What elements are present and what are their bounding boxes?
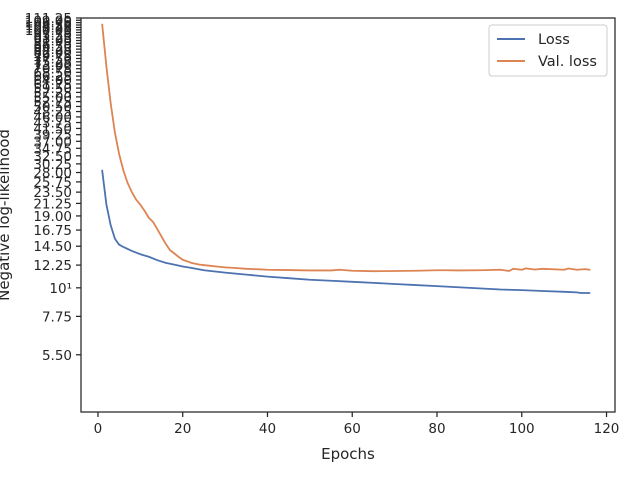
y-tick-label: 79.75: [33, 48, 72, 64]
y-tick-label: 16.75: [33, 223, 72, 239]
y-tick-label: 41.50: [33, 121, 72, 137]
y-tick-label: 7.75: [42, 309, 72, 325]
y-tick-label: 21.25: [33, 196, 72, 212]
x-tick-label: 80: [428, 421, 445, 437]
y-tick-label: 25.75: [33, 175, 72, 191]
y-tick-label: 23.50: [33, 185, 72, 201]
x-tick-label: 0: [94, 421, 103, 437]
legend: Loss Val. loss: [488, 24, 608, 77]
x-tick-label: 20: [174, 421, 191, 437]
y-tick-label: 95.50: [33, 28, 72, 44]
y-tick-label: 93.25: [33, 31, 72, 47]
y-tick-label: 39.25: [33, 128, 72, 144]
legend-label-loss: Loss: [538, 32, 570, 48]
y-tick-label: 59.50: [33, 81, 72, 97]
y-tick-label: 88.75: [33, 36, 72, 52]
x-ticks: 0 20 40 60 80 100 120: [94, 412, 620, 437]
plot-frame: [80, 17, 616, 413]
legend-label-val-loss: Val. loss: [538, 54, 597, 70]
y-tick-label: 91.00: [33, 34, 72, 50]
y-tick-label: 28.00: [33, 166, 72, 182]
y-tick-label: 102.25: [25, 20, 72, 36]
legend-box: [488, 24, 608, 77]
y-tick-label: 19.00: [33, 209, 72, 225]
x-axis-title: Epochs: [321, 445, 375, 463]
y-tick-label: 111.25: [25, 11, 72, 27]
y-tick-label: 52.75: [33, 95, 72, 111]
x-tick-label: 100: [509, 421, 535, 437]
y-tick-label: 57.25: [33, 85, 72, 101]
y-tick-label: 32.50: [33, 149, 72, 165]
y-tick-label: 66.25: [33, 69, 72, 85]
y-tick-label: 12.25: [33, 258, 72, 274]
y-tick-label: 61.75: [33, 77, 72, 93]
x-tick-label: 40: [259, 421, 276, 437]
y-axis-title: Negative log-likelihood: [0, 129, 13, 301]
y-tick-label: 100.00: [25, 23, 72, 39]
y-ticks: 5.50 7.75 10¹ 12.25 14.5016.7519.0021.2523.5…: [25, 11, 81, 364]
x-tick-label: 60: [344, 421, 361, 437]
y-tick-label: 30.25: [33, 157, 72, 173]
y-tick-label: 106.75: [25, 16, 72, 32]
y-tick-label: 5.50: [42, 348, 72, 364]
y-tick-label: 68.50: [33, 65, 72, 81]
x-tick-label: 120: [594, 421, 620, 437]
y-tick-label: 64.00: [33, 73, 72, 89]
y-tick-label: 109.00: [25, 13, 72, 29]
series-line-val-loss: [101, 23, 591, 273]
y-tick-label: 97.75: [33, 25, 72, 41]
y-tick-label: 73.00: [33, 58, 72, 74]
y-tick-label: 48.25: [33, 105, 72, 121]
y-tick-label: 14.50: [33, 239, 72, 255]
y-tick-label: 75.25: [33, 55, 72, 71]
y-tick-label: 50.50: [33, 99, 72, 115]
y-tick-label: 34.75: [33, 141, 72, 157]
y-tick-label: 104.50: [25, 18, 72, 34]
y-tick-label: 37.00: [33, 134, 72, 150]
y-tick-label: 82.00: [33, 45, 72, 61]
y-tick-label: 55.00: [33, 90, 72, 106]
y-tick-label: 46.00: [33, 110, 72, 126]
series-line-loss: [101, 169, 591, 294]
y-tick-label: 77.50: [33, 51, 72, 67]
series-layer: [101, 23, 591, 294]
y-tick-label: 84.25: [33, 42, 72, 58]
y-tick-label: 70.75: [33, 62, 72, 78]
y-tick-label: 86.50: [33, 39, 72, 55]
y-tick-label: 43.75: [33, 116, 72, 132]
y-tick-label: 10¹: [49, 281, 72, 297]
